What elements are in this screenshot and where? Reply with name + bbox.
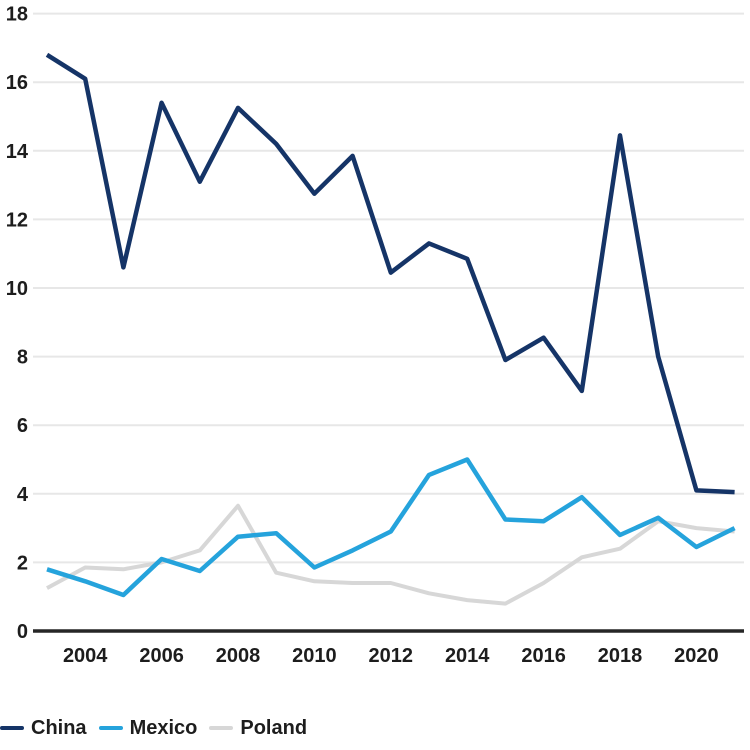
legend-swatch-mexico-icon — [98, 726, 123, 730]
x-axis-label: 2010 — [292, 645, 337, 667]
legend-swatch-china-icon — [0, 726, 24, 730]
legend-swatch-poland-icon — [209, 726, 234, 730]
y-axis-label: 12 — [6, 209, 28, 231]
legend-item-china: China — [0, 716, 87, 740]
legend-item-poland: Poland — [209, 716, 307, 740]
x-axis-label: 2012 — [369, 645, 414, 667]
y-axis-label: 6 — [17, 415, 28, 437]
y-axis-label: 8 — [17, 347, 28, 369]
y-axis-label: 2 — [17, 552, 28, 574]
y-axis-label: 14 — [6, 141, 29, 163]
chart-canvas: 0 2 4 6 8 10 12 14 16 18 2004 2006 2008 2010 2012 2014 2… — [6, 4, 744, 667]
x-axis-label: 2008 — [216, 645, 261, 667]
legend-label-china: China — [31, 717, 87, 739]
x-axis-label: 2020 — [674, 645, 719, 667]
series-line-china — [45, 52, 735, 495]
legend: China Mexico Poland — [0, 716, 307, 740]
legend-item-mexico: Mexico — [98, 716, 198, 740]
y-axis-label: 16 — [6, 72, 28, 94]
y-axis-label: 18 — [6, 4, 28, 26]
series-line-mexico — [46, 457, 736, 598]
y-axis-label: 0 — [17, 621, 28, 643]
y-axis-label: 4 — [17, 484, 29, 506]
x-axis-label: 2004 — [63, 645, 108, 667]
x-axis-label: 2016 — [521, 645, 566, 667]
x-axis-label: 2006 — [139, 645, 184, 667]
x-axis-label: 2018 — [598, 645, 643, 667]
legend-label-poland: Poland — [240, 717, 308, 739]
y-axis-label: 10 — [6, 278, 28, 300]
series-line-poland — [46, 503, 735, 606]
x-axis-label: 2014 — [445, 645, 490, 667]
legend-label-mexico: Mexico — [129, 717, 198, 739]
